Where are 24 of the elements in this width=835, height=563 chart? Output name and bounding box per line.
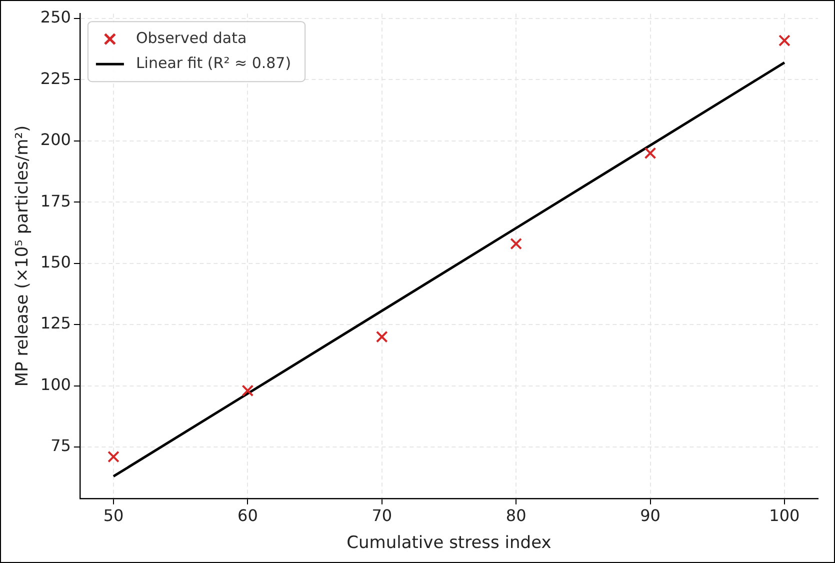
y-tick-label: 150 (40, 252, 71, 272)
y-tick-label: 225 (40, 68, 71, 88)
point (108, 450, 120, 463)
x-tick-label: 100 (769, 506, 800, 526)
x-tick-label: 60 (238, 506, 258, 526)
y-tick-label: 125 (40, 314, 71, 333)
x-tick-label: 70 (372, 506, 392, 526)
y-axis-title: MP release (×10⁵ particles/m²) (12, 125, 33, 387)
x-axis-title: Cumulative stress index (346, 533, 552, 554)
y-tick-label: 200 (40, 130, 71, 150)
x-tick-label: 50 (103, 506, 124, 526)
y-tick-label: 100 (40, 374, 71, 394)
x-tick-label: 90 (640, 506, 660, 526)
point (242, 384, 254, 397)
legend-label: Linear fit (R² ≈ 0.87) (136, 54, 292, 72)
y-tick-label: 175 (40, 191, 71, 210)
point (644, 147, 656, 160)
x-tick-label: 80 (506, 506, 526, 526)
y-tick-label: 250 (40, 8, 71, 27)
legend-label: Observed data (136, 28, 247, 47)
y-tick-label: 75 (50, 436, 71, 456)
point (510, 238, 522, 250)
point (778, 34, 790, 46)
point (376, 330, 388, 343)
